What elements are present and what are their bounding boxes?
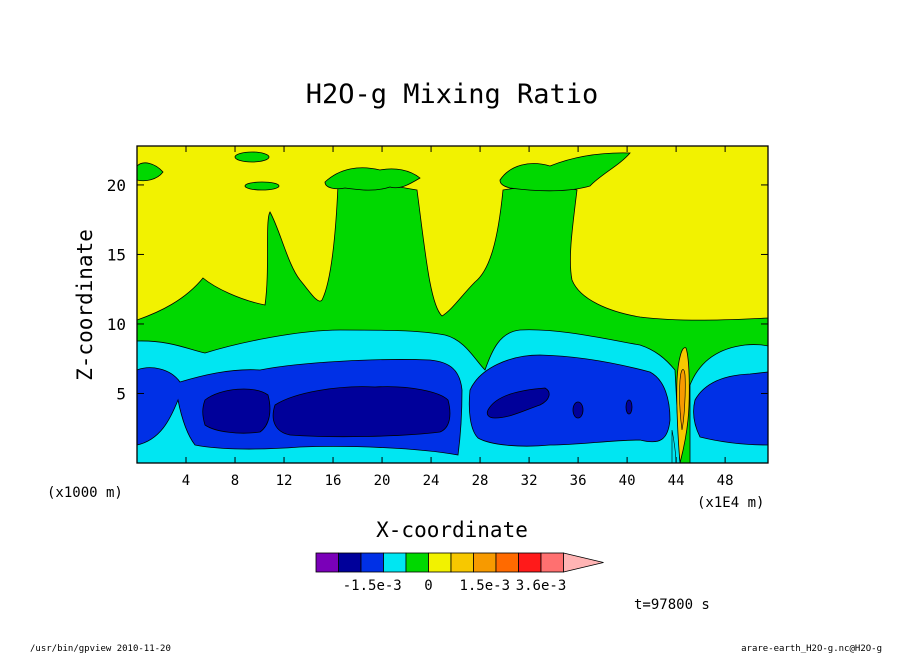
contour-region-green-blob	[244, 181, 280, 191]
contour-region-blue-middle	[468, 354, 671, 447]
colorbar-tick-label: 0	[424, 578, 432, 594]
x-tick-label: 12	[276, 473, 293, 489]
contour-region-updraft-edge	[671, 429, 677, 463]
chart-title: H2O-g Mixing Ratio	[306, 79, 599, 110]
contour-region-dark-blue	[625, 399, 633, 415]
colorbar-tick-label: 1.5e-3	[459, 578, 510, 594]
contour-region-green-cloud	[499, 152, 631, 192]
contour-region-dark-blue	[486, 387, 550, 419]
x-tick-label: 44	[668, 473, 685, 489]
colorbar-swatch	[473, 552, 497, 573]
y-tick-label: 20	[107, 176, 126, 195]
contour-region-dark-blue	[272, 386, 451, 438]
contour-region-green-cloud	[324, 167, 421, 191]
colorbar-swatch	[428, 552, 452, 573]
colorbar-tick-label: 3.6e-3	[516, 578, 567, 594]
time-label: t=97800 s	[634, 597, 710, 613]
colorbar-extend-arrow	[563, 552, 604, 573]
plot-frame	[136, 145, 769, 464]
colorbar	[315, 552, 604, 573]
x-axis-label: X-coordinate	[376, 518, 528, 542]
colorbar-tick-label: -1.5e-3	[343, 578, 402, 594]
colorbar-swatch	[450, 552, 474, 573]
contour-region-dark-blue	[202, 388, 271, 434]
x-tick-label: 28	[472, 473, 489, 489]
colorbar-labels: -1.5e-3 0 1.5e-3 3.6e-3	[343, 578, 567, 594]
y-tick-label: 5	[116, 384, 126, 403]
x-tick-label: 24	[423, 473, 440, 489]
x-tick-label: 20	[374, 473, 391, 489]
colorbar-swatch	[338, 552, 362, 573]
x-tick-label: 32	[521, 473, 538, 489]
x-unit-label: (x1000 m)	[47, 485, 123, 501]
x-tick-label: 16	[325, 473, 342, 489]
x-axis-ticks: 4 8 12 16 20 24 28 32 36 40 44 48	[182, 146, 734, 489]
x-tick-label: 40	[619, 473, 636, 489]
colorbar-swatch	[518, 552, 542, 573]
x-tick-label: 48	[717, 473, 734, 489]
footer-right: arare-earth_H2O-g.nc@H2O-g	[741, 644, 882, 654]
colorbar-swatch	[315, 552, 339, 573]
colorbar-swatch	[405, 552, 429, 573]
x-multiplier-label: (x1E4 m)	[697, 495, 764, 511]
colorbar-swatch	[495, 552, 519, 573]
x-tick-label: 4	[182, 473, 190, 489]
x-tick-label: 8	[231, 473, 239, 489]
x-tick-label: 36	[570, 473, 587, 489]
colorbar-swatch	[383, 552, 407, 573]
contour-region-green-blob	[234, 151, 270, 163]
contour-region-updraft-core	[679, 369, 686, 431]
y-tick-label: 10	[107, 315, 126, 334]
contour-region-dark-blue	[572, 401, 584, 419]
contour-region-blue-right	[693, 371, 768, 446]
y-axis-ticks: 5 10 15 20	[107, 176, 768, 403]
y-axis-label: Z-coordinate	[73, 229, 97, 381]
colorbar-swatch	[540, 552, 564, 573]
colorbar-swatch	[360, 552, 384, 573]
contour-plot	[137, 146, 768, 463]
contour-region-green-top-left	[137, 162, 164, 182]
y-tick-label: 15	[107, 245, 126, 264]
footer-left: /usr/bin/gpview 2010-11-20	[30, 644, 171, 654]
